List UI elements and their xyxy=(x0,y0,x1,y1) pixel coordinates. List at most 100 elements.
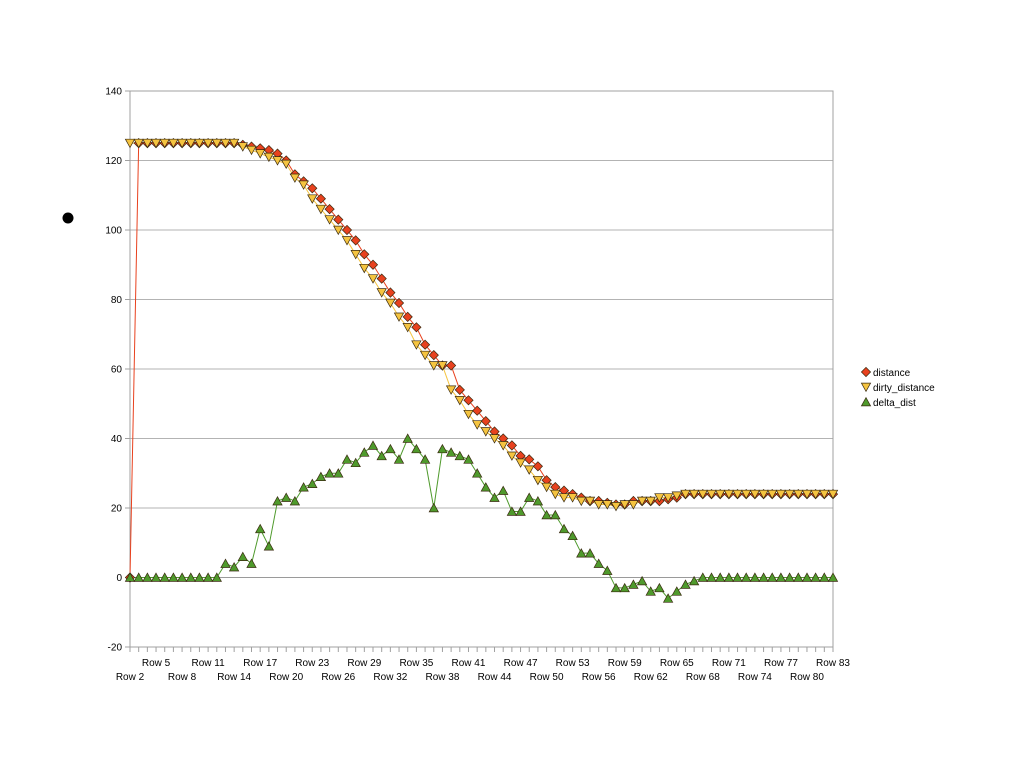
data-point-delta_dist xyxy=(515,506,526,516)
data-point-delta_dist xyxy=(298,482,309,492)
data-point-delta_dist xyxy=(793,572,804,582)
data-point-dirty_distance xyxy=(810,489,821,500)
data-point-dirty_distance xyxy=(437,361,448,371)
data-point-dirty_distance xyxy=(706,489,717,500)
data-point-dirty_distance xyxy=(515,458,526,468)
data-point-delta_dist xyxy=(498,485,509,495)
data-point-delta_dist xyxy=(393,454,405,464)
data-point-dirty_distance xyxy=(584,496,596,507)
data-point-delta_dist xyxy=(220,558,231,568)
data-point-dirty_distance xyxy=(289,173,301,183)
data-point-distance xyxy=(350,235,361,246)
y-tick-label: 100 xyxy=(105,226,122,237)
legend-marker-distance xyxy=(860,366,872,378)
data-point-delta_dist xyxy=(385,443,396,454)
data-point-dirty_distance xyxy=(602,500,613,510)
data-point-dirty_distance xyxy=(445,385,457,395)
series-line-delta_dist xyxy=(130,437,833,600)
data-point-dirty_distance xyxy=(315,204,327,215)
data-point-delta_dist xyxy=(150,572,162,582)
data-point-delta_dist xyxy=(359,447,370,457)
y-tick-label: 60 xyxy=(111,365,123,376)
data-point-delta_dist xyxy=(671,586,682,596)
data-point-dirty_distance xyxy=(576,496,587,507)
data-point-dirty_distance xyxy=(367,274,379,284)
data-point-delta_dist xyxy=(237,551,248,561)
data-point-delta_dist xyxy=(541,509,552,520)
legend-label: dirty_distance xyxy=(873,383,935,394)
data-point-dirty_distance xyxy=(411,340,422,350)
data-point-delta_dist xyxy=(550,509,561,520)
data-point-delta_dist xyxy=(124,572,136,582)
data-point-delta_dist xyxy=(784,572,795,582)
data-point-distance xyxy=(393,297,405,309)
data-point-distance xyxy=(333,214,344,225)
data-point-delta_dist xyxy=(142,572,153,582)
x-tick-label: Row 77 xyxy=(764,658,798,669)
data-point-delta_dist xyxy=(411,443,422,454)
data-point-dirty_distance xyxy=(359,263,370,274)
data-point-dirty_distance xyxy=(567,493,578,503)
data-point-dirty_distance xyxy=(237,142,248,152)
data-point-dirty_distance xyxy=(428,361,439,371)
data-point-delta_dist xyxy=(576,548,587,558)
data-point-delta_dist xyxy=(715,572,726,582)
data-point-delta_dist xyxy=(584,548,596,558)
data-point-delta_dist xyxy=(662,593,674,603)
data-point-delta_dist xyxy=(558,523,570,534)
data-point-distance xyxy=(524,454,535,465)
series-lines xyxy=(129,142,833,600)
series-line-distance xyxy=(129,142,833,578)
data-point-dirty_distance xyxy=(194,138,205,149)
data-point-delta_dist xyxy=(723,572,735,582)
data-point-delta_dist xyxy=(472,468,483,478)
data-point-distance xyxy=(480,416,491,427)
data-point-delta_dist xyxy=(272,495,283,506)
data-point-dirty_distance xyxy=(550,489,561,500)
data-point-delta_dist xyxy=(827,572,839,582)
series-line-dirty_distance xyxy=(130,142,833,507)
x-tick-label: Row 11 xyxy=(192,658,226,669)
data-point-dirty_distance xyxy=(272,156,283,166)
data-point-dirty_distance xyxy=(376,288,387,298)
x-tick-label: Row 2 xyxy=(116,672,145,683)
legend-marker-dirty_distance xyxy=(860,382,872,393)
data-point-distance xyxy=(463,395,474,406)
data-point-delta_dist xyxy=(445,447,457,457)
axes: -20 0 20 40 60 80 100 120 140 Row 5 Row 11 Row 17 Ro… xyxy=(105,87,850,684)
data-point-dirty_distance xyxy=(645,496,656,507)
x-tick-label: Row 83 xyxy=(816,658,850,669)
data-point-delta_dist xyxy=(506,506,518,516)
y-tick-label: -20 xyxy=(108,643,123,654)
y-tick-label: 40 xyxy=(111,434,123,445)
data-point-dirty_distance xyxy=(402,323,413,333)
data-point-dirty_distance xyxy=(150,138,162,149)
data-point-delta_dist xyxy=(463,454,474,464)
data-point-delta_dist xyxy=(255,523,266,534)
data-point-dirty_distance xyxy=(775,489,787,500)
x-tick-label: Row 71 xyxy=(712,658,746,669)
data-point-delta_dist xyxy=(688,575,700,586)
data-point-dirty_distance xyxy=(176,138,188,149)
data-point-delta_dist xyxy=(211,572,222,582)
data-point-delta_dist xyxy=(602,565,613,575)
data-point-delta_dist xyxy=(810,572,821,582)
data-point-delta_dist xyxy=(437,443,448,454)
data-point-distance xyxy=(428,350,439,361)
x-tick-label: Row 23 xyxy=(295,658,329,669)
data-point-distance xyxy=(307,183,318,194)
data-point-delta_dist xyxy=(367,440,379,450)
data-point-distance xyxy=(367,259,379,270)
x-tick-label: Row 62 xyxy=(634,672,668,683)
data-point-delta_dist xyxy=(610,582,622,593)
data-point-dirty_distance xyxy=(472,420,483,430)
data-point-delta_dist xyxy=(419,454,431,464)
data-point-distance xyxy=(376,273,387,284)
x-tick-label: Row 56 xyxy=(582,672,616,683)
data-point-delta_dist xyxy=(402,433,413,443)
data-point-dirty_distance xyxy=(827,489,839,500)
data-point-dirty_distance xyxy=(680,489,691,500)
data-point-delta_dist xyxy=(333,468,344,478)
data-point-dirty_distance xyxy=(159,138,170,149)
